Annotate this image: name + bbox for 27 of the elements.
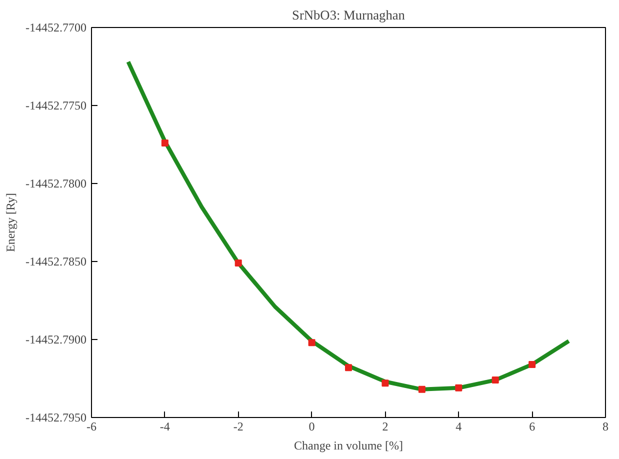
y-axis-title: Energy [Ry]	[4, 193, 18, 252]
point	[418, 386, 426, 393]
chart-title: SrNbO3: Murnaghan	[292, 8, 406, 22]
x-tick-label: 2	[382, 420, 388, 434]
point	[382, 380, 389, 387]
x-tick-label: 4	[456, 420, 462, 434]
x-tick-label: -4	[160, 420, 170, 434]
y-tick-label: -14452.7950	[26, 410, 87, 424]
point	[308, 339, 316, 346]
x-tick-label: -2	[233, 420, 244, 434]
y-tick-label: -14452.7850	[26, 254, 87, 268]
point	[492, 376, 499, 384]
point	[161, 139, 168, 146]
x-axis-title: Change in volume [%]	[294, 438, 403, 452]
x-tick-label: 6	[529, 420, 536, 434]
x-tick-label: -6	[86, 420, 96, 434]
y-tick-label: -14452.7700	[26, 20, 87, 34]
point	[455, 384, 462, 392]
point	[234, 260, 242, 267]
x-tick-label: 8	[602, 420, 608, 434]
y-tick-label: -14452.7800	[26, 176, 87, 190]
line-series	[126, 60, 571, 392]
y-tick-label: -14452.7900	[26, 332, 87, 346]
y-tick-label: -14452.7750	[26, 98, 87, 112]
point	[345, 364, 352, 372]
x-tick-label: 0	[308, 420, 315, 434]
point	[528, 360, 536, 368]
